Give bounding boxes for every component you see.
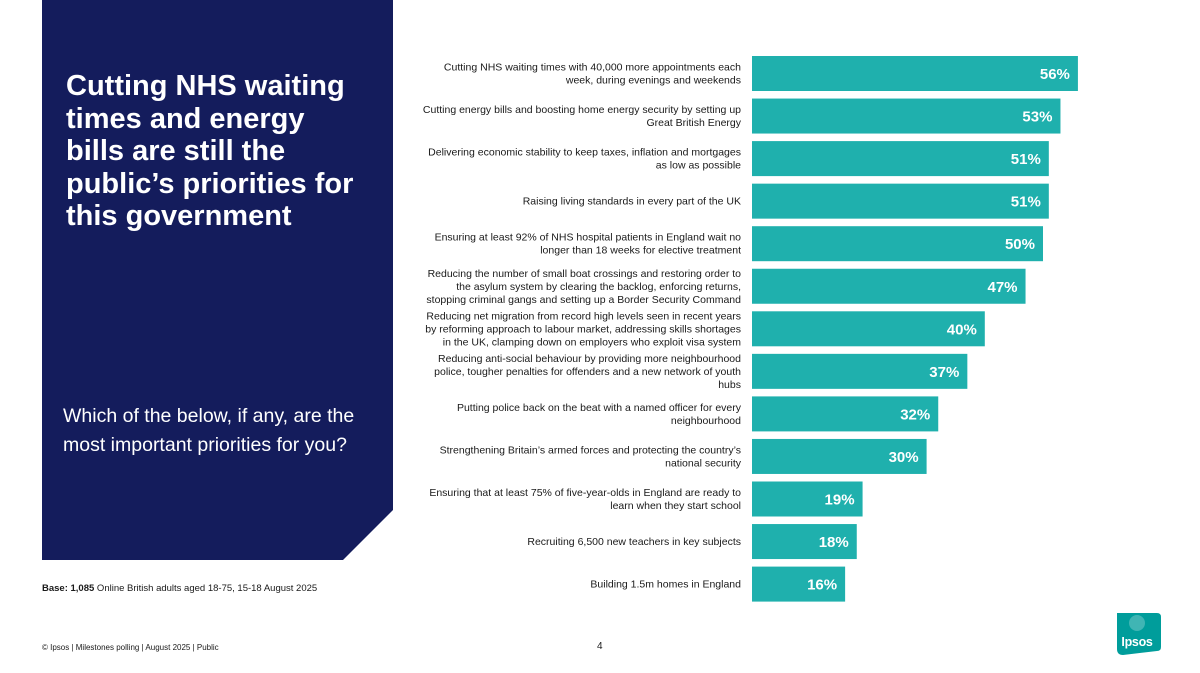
category-label-line: national security [665, 457, 742, 469]
bar [752, 98, 1061, 134]
category-label: Cutting NHS waiting times with 40,000 mo… [444, 62, 741, 87]
category-label-line: hubs [718, 379, 741, 391]
category-label: Delivering economic stability to keep ta… [428, 147, 741, 172]
logo-shape [1117, 613, 1161, 655]
category-label: Ensuring at least 92% of NHS hospital pa… [435, 232, 742, 257]
category-label-line: learn when they start school [610, 500, 741, 512]
category-label-line: Cutting NHS waiting times with 40,000 mo… [444, 62, 741, 74]
bar-value-label: 16% [807, 577, 837, 594]
category-label: Reducing the number of small boat crossi… [426, 268, 741, 306]
title-panel-shape [42, 0, 393, 560]
category-label: Cutting energy bills and boosting home e… [423, 104, 742, 129]
category-label-line: police, tougher penalties for offenders … [434, 366, 741, 378]
survey-question: Which of the below, if any, are the most… [63, 405, 355, 456]
category-label-line: Great British Energy [646, 117, 741, 129]
bar [752, 566, 846, 602]
category-label-line: as low as possible [656, 160, 741, 172]
bar [752, 524, 857, 560]
bar-value-label: 37% [929, 364, 959, 381]
base-note-text: Online British adults aged 18-75, 15-18 … [94, 583, 318, 594]
logo-text: Ipsos [1121, 635, 1153, 649]
category-label: Putting police back on the beat with a n… [457, 402, 742, 427]
category-label-line: Cutting energy bills and boosting home e… [423, 104, 741, 116]
bar-value-label: 32% [900, 406, 930, 423]
bar-value-label: 30% [889, 449, 919, 466]
category-label-line: Recruiting 6,500 new teachers in key sub… [527, 536, 741, 548]
bar [752, 481, 863, 517]
bar-value-label: 56% [1040, 66, 1070, 83]
bar [752, 56, 1078, 91]
bar [752, 226, 1043, 262]
category-label: Reducing anti-social behaviour by provid… [434, 353, 741, 391]
bar-value-label: 47% [988, 279, 1018, 296]
footer-copyright: © Ipsos | Milestones polling | August 20… [42, 643, 219, 652]
bar [752, 268, 1026, 304]
category-label-line: Ensuring that at least 75% of five-year-… [429, 487, 741, 499]
ipsos-logo: Ipsos [1113, 609, 1161, 655]
category-label-line: longer than 18 weeks for elective treatm… [540, 245, 741, 257]
category-label-line: Reducing net migration from record high … [426, 310, 741, 322]
bar-value-label: 51% [1011, 194, 1041, 211]
title-panel [42, 0, 393, 560]
bar [752, 438, 927, 474]
category-label-line: week, during evenings and weekends [565, 75, 741, 87]
category-label-line: Raising living standards in every part o… [523, 196, 741, 208]
category-label-line: Reducing the number of small boat crossi… [428, 268, 742, 280]
category-label-line: stopping criminal gangs and setting up a… [426, 294, 741, 306]
base-note: Base: 1,085 Online British adults aged 1… [42, 583, 317, 594]
category-label-line: the asylum system by clearing the backlo… [456, 281, 741, 293]
bar-value-label: 40% [947, 321, 977, 338]
category-label-line: Ensuring at least 92% of NHS hospital pa… [435, 232, 742, 244]
bar-value-label: 53% [1022, 109, 1052, 126]
category-label: Raising living standards in every part o… [523, 196, 741, 208]
logo-background [1117, 613, 1161, 655]
bar-value-label: 19% [825, 492, 855, 509]
logo-emblem [1129, 615, 1145, 631]
bar [752, 353, 968, 389]
category-label-line: Delivering economic stability to keep ta… [428, 147, 741, 159]
bar-value-label: 51% [1011, 151, 1041, 168]
category-label: Reducing net migration from record high … [425, 310, 741, 348]
category-label: Building 1.5m homes in England [590, 579, 741, 591]
category-label: Ensuring that at least 75% of five-year-… [429, 487, 741, 512]
category-label-line: Reducing anti-social behaviour by provid… [438, 353, 741, 365]
category-label: Strengthening Britain’s armed forces and… [440, 444, 742, 469]
base-note-label: Base: 1,085 [42, 583, 95, 594]
bar [752, 183, 1049, 219]
title-panel-background [42, 0, 393, 560]
category-label-line: by reforming approach to labour market, … [425, 323, 741, 335]
bar-value-label: 50% [1005, 236, 1035, 253]
category-label-line: neighbourhood [671, 415, 741, 427]
bar [752, 396, 939, 432]
category-label-line: Strengthening Britain’s armed forces and… [440, 444, 741, 456]
category-label: Recruiting 6,500 new teachers in key sub… [527, 536, 741, 548]
category-label-line: Building 1.5m homes in England [590, 579, 741, 591]
page-number: 4 [597, 641, 603, 652]
bar-value-label: 18% [819, 534, 849, 551]
category-label-line: Putting police back on the beat with a n… [457, 402, 742, 414]
page-title: Cutting NHS waiting times and energy bil… [66, 70, 354, 232]
bar [752, 311, 985, 347]
bar [752, 141, 1049, 177]
category-label-line: in the UK, clamping down on employers wh… [443, 336, 741, 348]
